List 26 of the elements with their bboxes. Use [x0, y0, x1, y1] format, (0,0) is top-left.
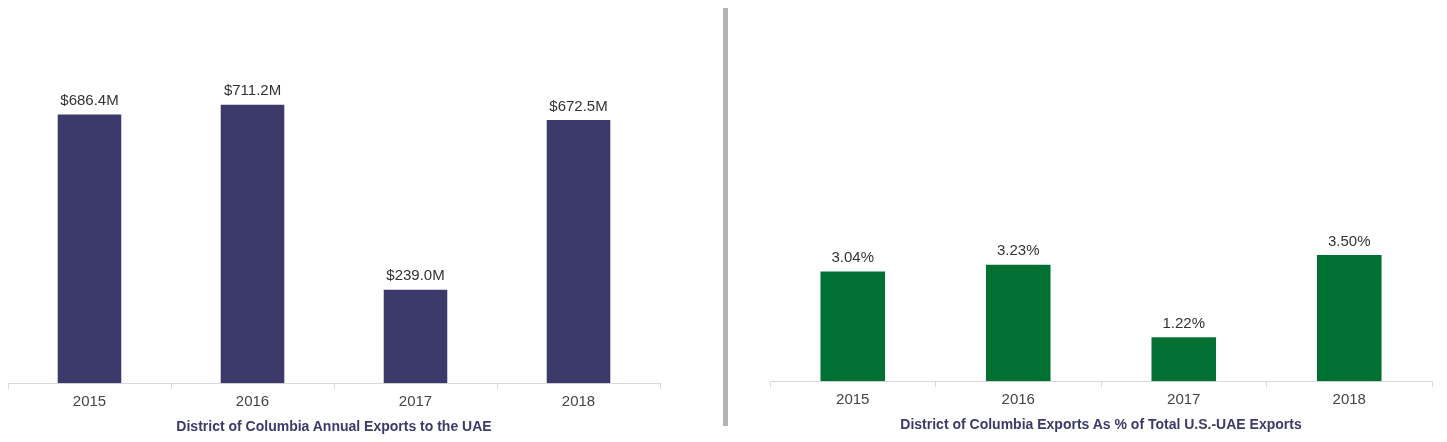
data-label: $686.4M	[60, 91, 119, 109]
x-tick-label: 2016	[1001, 390, 1035, 408]
text: District of Columbia Exports As % of Total U.S.-UAE Exports	[900, 416, 1302, 433]
x-tick-label: 2015	[836, 390, 870, 408]
data-label: 3.50%	[1327, 231, 1371, 249]
text: District of Columbia Annual Exports to the UAE	[176, 418, 492, 435]
x-tick-label: 2018	[1332, 390, 1366, 408]
x-tick-label: 2017	[1167, 390, 1201, 408]
data-label: 3.23%	[996, 241, 1040, 259]
data-label: 3.04%	[831, 248, 875, 266]
bar	[1316, 255, 1382, 382]
x-tick-label: 2018	[561, 392, 596, 410]
bar	[57, 114, 122, 384]
data-label: 1.22%	[1162, 313, 1206, 331]
x-tick-label: 2017	[398, 392, 433, 410]
bar	[820, 271, 886, 382]
x-tick-label: 2015	[72, 392, 107, 410]
bar	[985, 264, 1051, 382]
bar	[383, 289, 448, 384]
data-label: $239.0M	[386, 266, 445, 284]
data-label: $672.5M	[549, 96, 608, 114]
bar	[546, 119, 611, 384]
data-label: $711.2M	[223, 81, 282, 99]
bar	[1151, 337, 1217, 382]
bar	[220, 104, 285, 384]
x-tick-label: 2016	[235, 392, 270, 410]
